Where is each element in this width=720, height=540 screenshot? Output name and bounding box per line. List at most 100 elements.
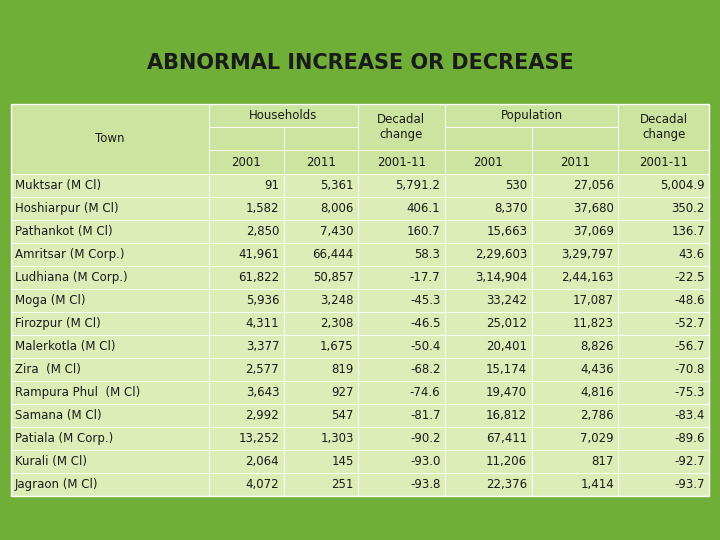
Text: 145: 145: [331, 455, 354, 468]
Text: 3,377: 3,377: [246, 340, 279, 353]
Bar: [445, 358, 531, 381]
Bar: [531, 381, 618, 404]
Bar: [358, 289, 445, 312]
Text: 1,582: 1,582: [246, 201, 279, 214]
Text: 4,072: 4,072: [246, 478, 279, 491]
Bar: [445, 312, 531, 335]
Text: -90.2: -90.2: [410, 432, 441, 445]
Bar: [618, 266, 709, 289]
Text: 2,992: 2,992: [246, 409, 279, 422]
Bar: [284, 266, 358, 289]
Text: 5,361: 5,361: [320, 179, 354, 192]
Text: 4,311: 4,311: [246, 317, 279, 330]
Text: 3,14,904: 3,14,904: [475, 271, 527, 284]
Text: -89.6: -89.6: [675, 432, 705, 445]
Bar: [358, 404, 445, 427]
Text: -46.5: -46.5: [410, 317, 441, 330]
Text: -22.5: -22.5: [675, 271, 705, 284]
Text: Patiala (M Corp.): Patiala (M Corp.): [15, 432, 113, 445]
Text: 4,436: 4,436: [580, 363, 614, 376]
Bar: [531, 404, 618, 427]
Text: Jagraon (M Cl): Jagraon (M Cl): [15, 478, 99, 491]
Bar: [210, 450, 284, 473]
Text: 2,577: 2,577: [246, 363, 279, 376]
Bar: [358, 381, 445, 404]
Text: 22,376: 22,376: [486, 478, 527, 491]
Text: 20,401: 20,401: [486, 340, 527, 353]
Bar: [531, 312, 618, 335]
Bar: [445, 450, 531, 473]
Bar: [11, 266, 210, 289]
Text: -45.3: -45.3: [410, 294, 441, 307]
Text: -50.4: -50.4: [410, 340, 441, 353]
Bar: [358, 473, 445, 496]
Bar: [445, 427, 531, 450]
Text: 350.2: 350.2: [672, 201, 705, 214]
Bar: [11, 104, 709, 173]
Bar: [358, 104, 445, 151]
Text: 160.7: 160.7: [407, 225, 441, 238]
Text: Ludhiana (M Corp.): Ludhiana (M Corp.): [15, 271, 127, 284]
Text: 3,643: 3,643: [246, 386, 279, 399]
Text: 3,248: 3,248: [320, 294, 354, 307]
Text: Rampura Phul  (M Cl): Rampura Phul (M Cl): [15, 386, 140, 399]
Bar: [358, 242, 445, 266]
Bar: [11, 427, 210, 450]
Bar: [358, 220, 445, 242]
Text: -48.6: -48.6: [675, 294, 705, 307]
Text: -75.3: -75.3: [675, 386, 705, 399]
Bar: [284, 381, 358, 404]
Bar: [284, 289, 358, 312]
Bar: [210, 335, 284, 358]
Bar: [618, 404, 709, 427]
Bar: [531, 220, 618, 242]
Bar: [445, 335, 531, 358]
Text: 37,069: 37,069: [573, 225, 614, 238]
Text: 817: 817: [592, 455, 614, 468]
Bar: [284, 358, 358, 381]
Text: 58.3: 58.3: [415, 248, 441, 261]
Bar: [445, 266, 531, 289]
Bar: [210, 197, 284, 220]
Bar: [11, 335, 210, 358]
Text: 136.7: 136.7: [671, 225, 705, 238]
Bar: [11, 473, 210, 496]
Text: 2001: 2001: [473, 156, 503, 168]
Text: 2,308: 2,308: [320, 317, 354, 330]
Bar: [531, 473, 618, 496]
Bar: [11, 220, 210, 242]
Bar: [11, 104, 210, 173]
Bar: [210, 173, 284, 197]
Text: 4,816: 4,816: [580, 386, 614, 399]
Text: 2001-11: 2001-11: [639, 156, 688, 168]
Text: 530: 530: [505, 179, 527, 192]
Bar: [11, 173, 210, 197]
Text: 91: 91: [264, 179, 279, 192]
Bar: [531, 266, 618, 289]
Bar: [358, 335, 445, 358]
Text: Population: Population: [500, 110, 562, 123]
Bar: [284, 450, 358, 473]
Bar: [445, 473, 531, 496]
Bar: [284, 312, 358, 335]
Bar: [531, 127, 618, 151]
Bar: [11, 358, 210, 381]
Text: 2,850: 2,850: [246, 225, 279, 238]
Text: 7,430: 7,430: [320, 225, 354, 238]
Text: 61,822: 61,822: [238, 271, 279, 284]
Text: 2,064: 2,064: [246, 455, 279, 468]
Text: 15,663: 15,663: [486, 225, 527, 238]
Bar: [531, 358, 618, 381]
Text: -52.7: -52.7: [675, 317, 705, 330]
Bar: [531, 151, 618, 173]
Text: 819: 819: [331, 363, 354, 376]
Text: 11,206: 11,206: [486, 455, 527, 468]
Text: -56.7: -56.7: [675, 340, 705, 353]
Bar: [284, 335, 358, 358]
Bar: [284, 427, 358, 450]
Bar: [284, 173, 358, 197]
Text: 8,370: 8,370: [494, 201, 527, 214]
Bar: [445, 151, 531, 173]
Bar: [618, 151, 709, 173]
Text: 33,242: 33,242: [486, 294, 527, 307]
